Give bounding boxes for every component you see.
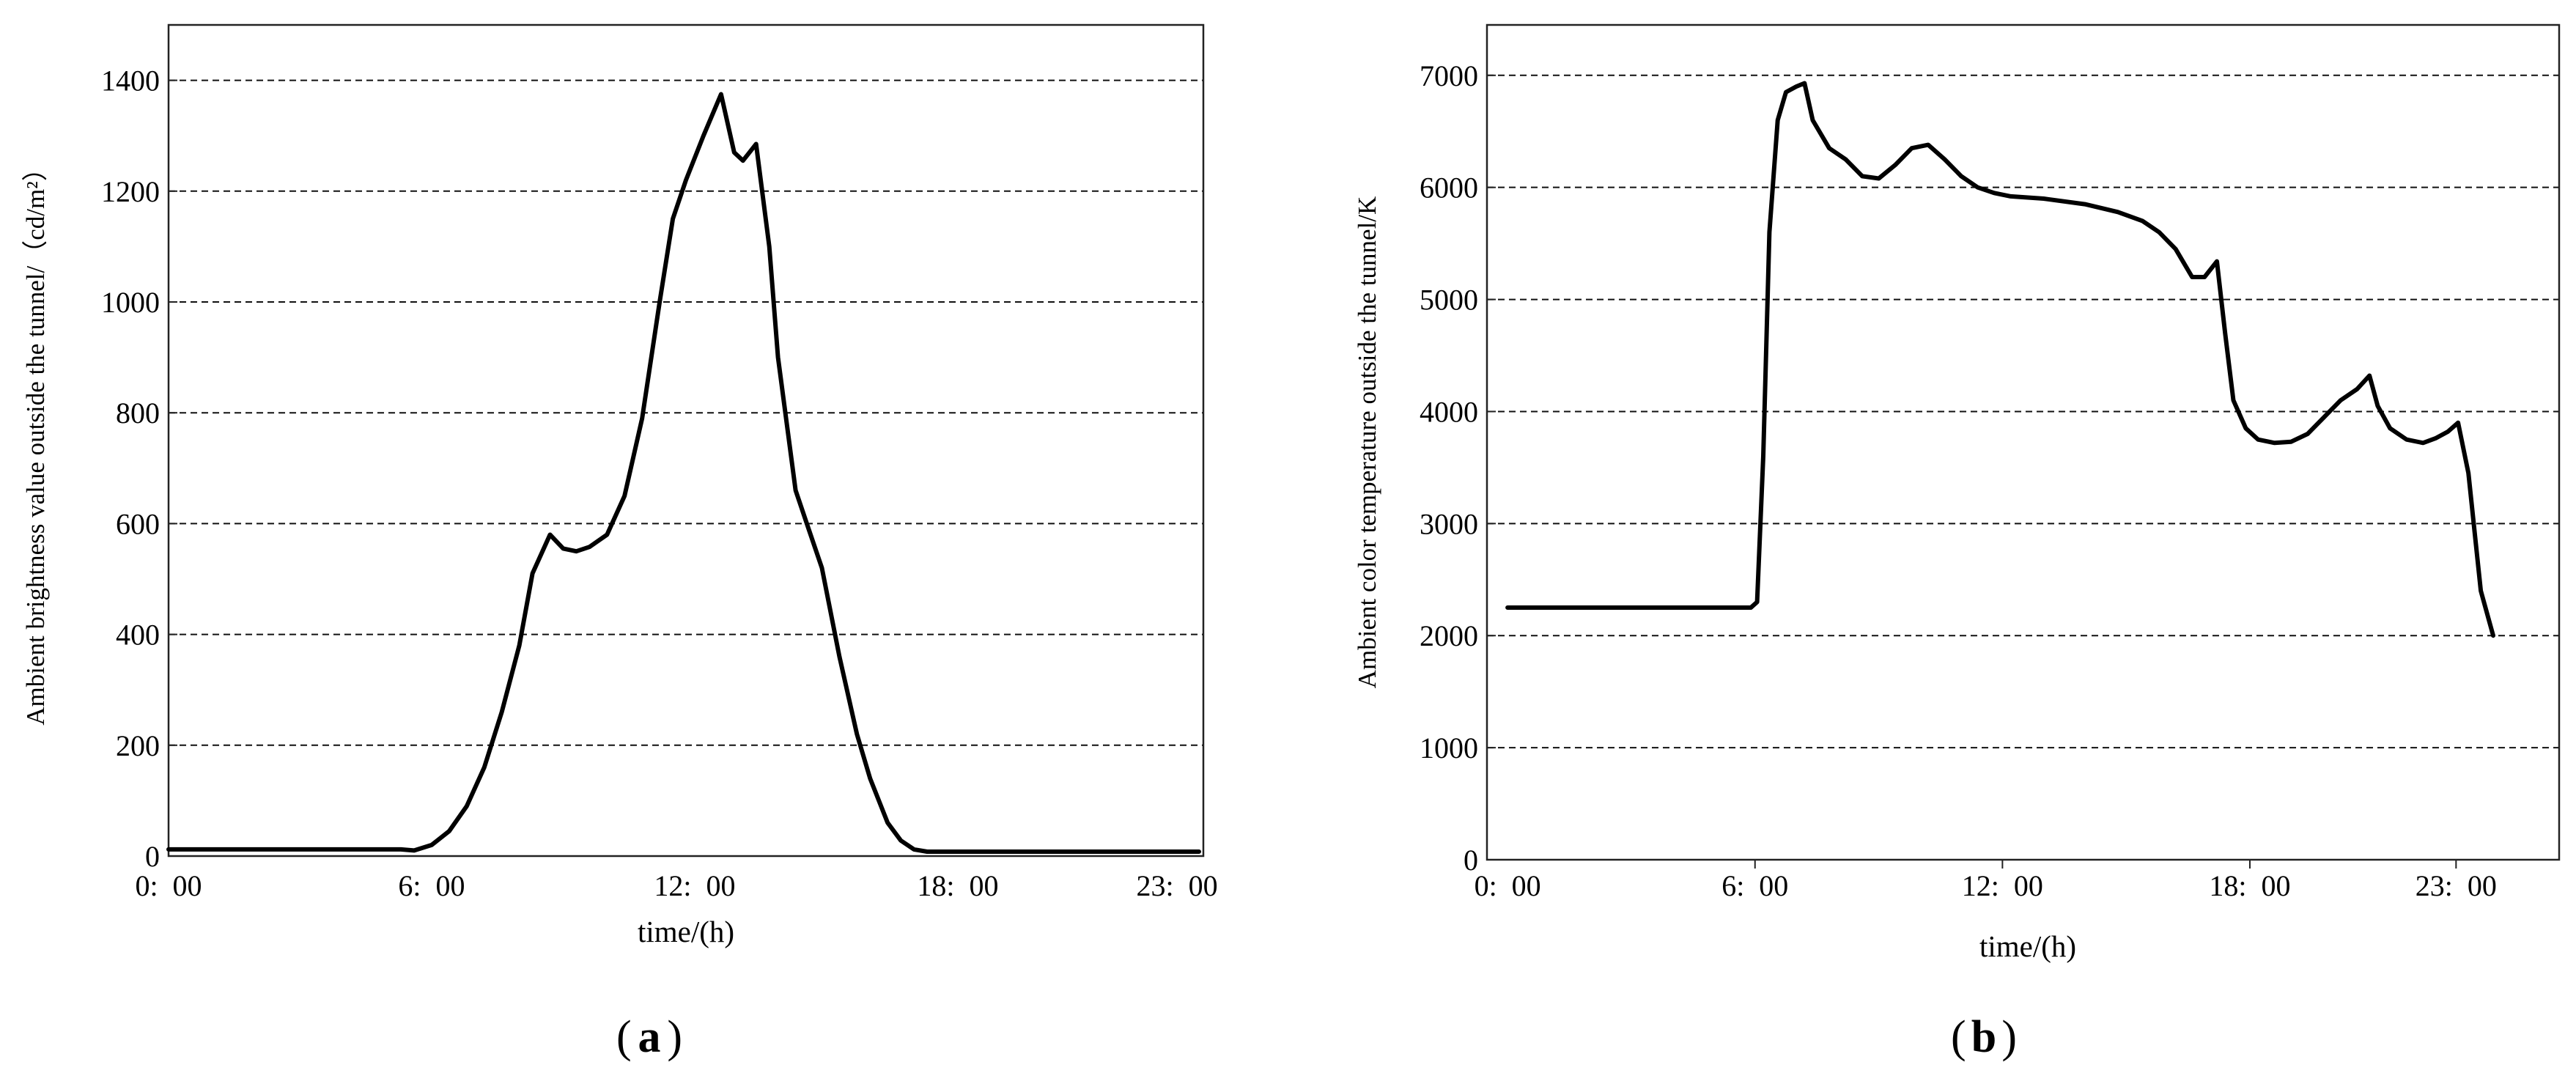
y-tick-label: 0 (145, 840, 160, 873)
y-tick-label: 1000 (101, 286, 160, 319)
y-tick-label: 5000 (1420, 284, 1478, 317)
y-tick-label: 800 (116, 397, 160, 429)
x-tick-label: 6: 00 (398, 869, 465, 902)
panel-caption-letter: b (1971, 1012, 1996, 1062)
caption-close-paren: ) (2001, 1012, 2017, 1062)
caption-close-paren: ) (667, 1012, 682, 1062)
series-line (1505, 81, 2495, 638)
caption-open-paren: ( (1951, 1012, 1966, 1062)
x-axis-title: time/(h) (1979, 929, 2076, 963)
x-tick-label: 12: 00 (654, 869, 735, 902)
plot-frame (167, 23, 1205, 858)
y-axis-title: Ambient color temperature outside the tu… (1353, 196, 1381, 689)
x-tick-label: 18: 00 (2209, 869, 2290, 902)
series-line (166, 92, 1201, 854)
y-tick-label: 200 (116, 729, 160, 762)
y-tick-label: 4000 (1420, 395, 1478, 428)
plot-frame (1486, 23, 2561, 861)
x-tick-label: 6: 00 (1721, 869, 1788, 902)
y-tick-label: 6000 (1420, 172, 1478, 204)
y-tick-label: 2000 (1420, 619, 1478, 652)
panel-caption-letter: a (638, 1012, 661, 1062)
y-tick-label: 7000 (1420, 59, 1478, 92)
x-tick-label: 0: 00 (1475, 869, 1541, 902)
y-tick-label: 1400 (101, 64, 160, 97)
y-tick-label: 1000 (1420, 731, 1478, 764)
y-tick-label: 3000 (1420, 507, 1478, 540)
chart-panel-b: 0 1000 2000 3000 4000 5000 6000 7000 0: 00 6: 00 1… (1353, 23, 2561, 1062)
chart-panel-a: 0 200 400 600 800 1000 1200 1400 0: 00 6: 00 12: 0… (21, 23, 1218, 1062)
x-tick-label: 12: 00 (1962, 869, 2043, 902)
caption-open-paren: ( (616, 1012, 632, 1062)
x-tick-label: 23: 00 (1137, 869, 1218, 902)
y-tick-label: 600 (116, 507, 160, 540)
y-tick-label: 1200 (101, 175, 160, 208)
y-tick-label: 0 (1464, 844, 1478, 877)
x-axis-title: time/(h) (638, 915, 734, 948)
y-axis-title: Ambient brightness value outside the tun… (21, 155, 50, 725)
x-tick-label: 18: 00 (917, 869, 998, 902)
x-tick-label: 0: 00 (135, 869, 202, 902)
x-tick-label: 23: 00 (2416, 869, 2497, 902)
y-tick-label: 400 (116, 619, 160, 652)
